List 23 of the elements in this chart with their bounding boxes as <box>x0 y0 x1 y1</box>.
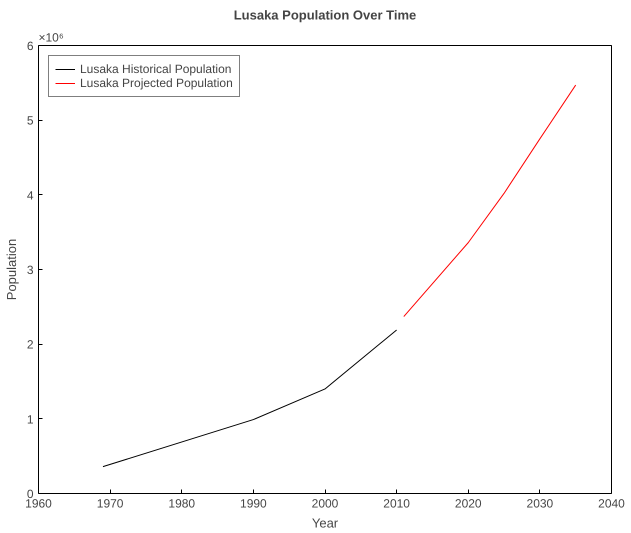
x-tick-label: 2010 <box>383 496 410 510</box>
x-tick-label: 1990 <box>240 496 268 510</box>
x-tick-label: 2020 <box>454 496 482 510</box>
legend-label: Lusaka Historical Population <box>80 62 232 76</box>
text: ×10⁶ <box>38 30 64 44</box>
chart-title: Lusaka Population Over Time <box>234 8 416 22</box>
x-tick-label: 2040 <box>598 496 626 510</box>
x-axis-title: Year <box>312 516 339 530</box>
y-tick-label: 2 <box>26 338 34 352</box>
y-tick-label: 1 <box>26 412 34 426</box>
x-tick-label: 1980 <box>168 496 196 510</box>
line-series <box>403 84 576 318</box>
y-tick-label: 4 <box>26 188 34 202</box>
legend-label: Lusaka Projected Population <box>80 76 233 90</box>
y-tick-label: 3 <box>26 263 34 277</box>
line-series <box>102 329 398 468</box>
x-tick-label: 1960 <box>25 496 52 510</box>
y-axis-title: Population <box>4 238 19 300</box>
y-tick-label: 6 <box>26 39 34 53</box>
y-tick-label: 5 <box>26 114 34 128</box>
x-tick-label: 2000 <box>312 496 339 510</box>
x-tick-label: 2030 <box>526 496 554 510</box>
x-tick-label: 1970 <box>96 496 124 510</box>
